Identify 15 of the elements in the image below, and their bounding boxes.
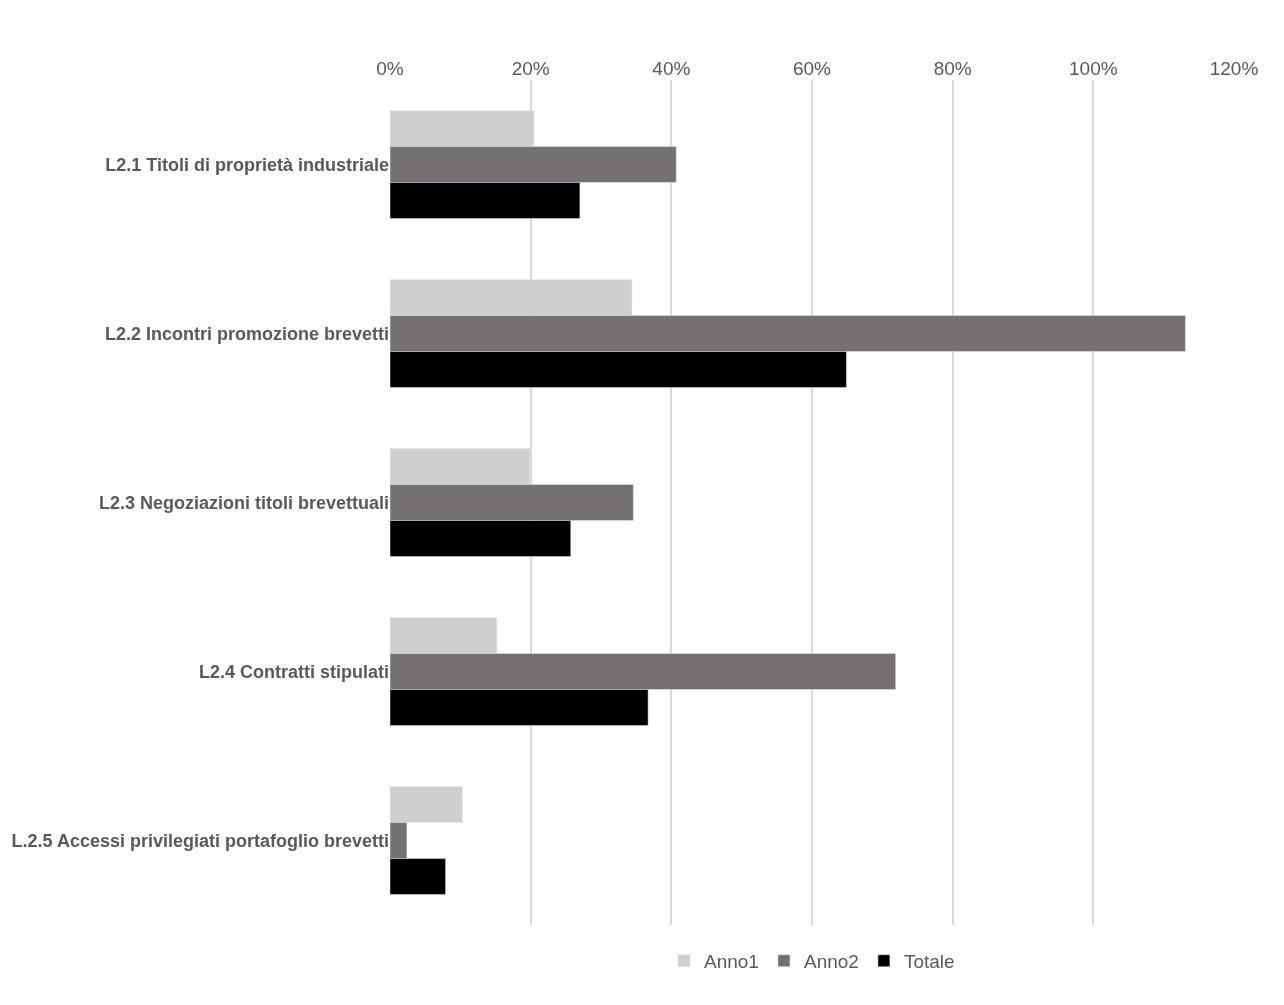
x-tick-label: 80% [933,58,972,80]
legend-label: Anno2 [803,951,859,973]
y-tick-label: L2.3 Negoziazioni titoli brevettuali [98,492,389,513]
x-tick-label: 40% [652,58,691,80]
legend-label: Anno1 [704,951,759,973]
y-tick-label: L2.2 Incontri promozione brevetti [104,323,389,344]
x-tick-label: 120% [1209,58,1259,80]
x-tick-label: 20% [511,58,550,80]
x-tick-label: 100% [1069,58,1118,80]
x-tick-label: 0% [376,58,404,80]
legend-label: Totale [903,951,955,973]
y-tick-label: L2.4 Contratti stipulati [198,661,389,682]
y-tick-label: L.2.5 Accessi privilegiati portafoglio brevetti [11,830,389,851]
y-tick-label: L2.1 Titoli di proprietà industriale [105,154,389,175]
x-tick-label: 60% [792,58,832,80]
